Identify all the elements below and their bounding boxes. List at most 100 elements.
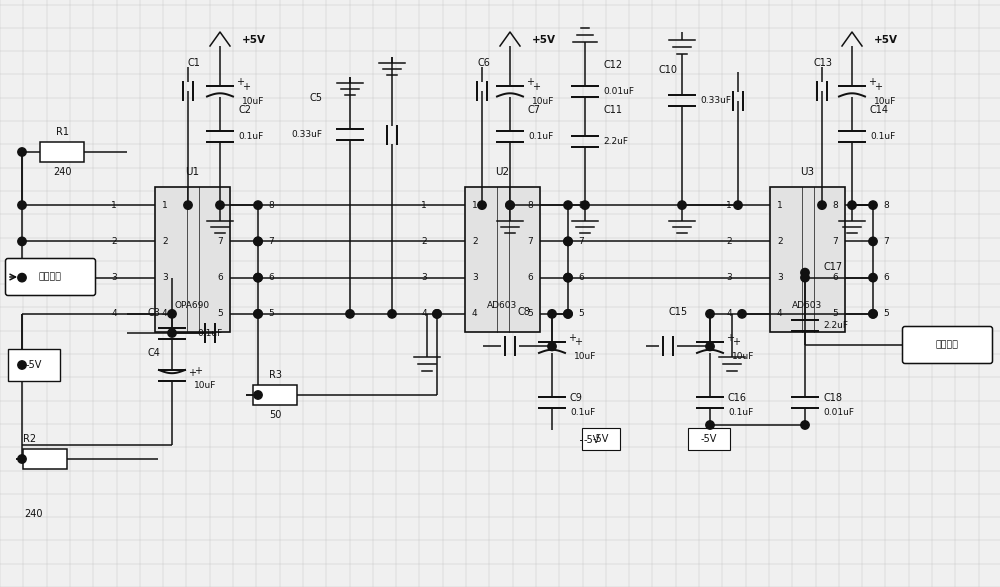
Text: 10uF: 10uF (874, 96, 896, 106)
Circle shape (433, 310, 441, 318)
Text: 10uF: 10uF (194, 381, 216, 390)
Bar (8, 349, 60, 381)
Circle shape (168, 329, 176, 337)
Text: C1: C1 (187, 58, 200, 68)
Bar (155, 187, 230, 332)
Circle shape (801, 274, 809, 282)
Text: 6: 6 (217, 273, 223, 282)
Text: 2: 2 (421, 237, 427, 246)
Text: 4: 4 (726, 309, 732, 318)
Text: -5V: -5V (26, 360, 42, 370)
Text: 2.2uF: 2.2uF (823, 321, 848, 330)
Circle shape (678, 201, 686, 210)
Text: 4: 4 (162, 309, 168, 318)
Text: 5: 5 (578, 309, 584, 318)
Circle shape (506, 201, 514, 210)
Text: +: + (732, 338, 740, 348)
Text: -5V: -5V (584, 435, 600, 445)
Text: R1: R1 (56, 127, 69, 137)
Text: 6: 6 (578, 273, 584, 282)
Text: 3: 3 (421, 273, 427, 282)
Text: 5: 5 (832, 309, 838, 318)
Bar (582, 428, 620, 450)
Text: 240: 240 (24, 509, 42, 519)
Circle shape (254, 237, 262, 245)
Text: 0.01uF: 0.01uF (823, 407, 854, 417)
Text: 1: 1 (726, 201, 732, 210)
Text: 1: 1 (777, 201, 783, 210)
Circle shape (869, 237, 877, 245)
Text: 10uF: 10uF (732, 352, 754, 361)
Circle shape (564, 310, 572, 318)
Text: 5: 5 (268, 309, 274, 318)
Text: 2: 2 (111, 237, 117, 246)
Circle shape (254, 201, 262, 210)
Text: 10uF: 10uF (532, 96, 554, 106)
Circle shape (869, 201, 877, 210)
Text: 0.1uF: 0.1uF (238, 131, 263, 140)
Circle shape (18, 455, 26, 463)
Text: R2: R2 (23, 434, 37, 444)
Circle shape (818, 201, 826, 210)
Text: C5: C5 (309, 93, 322, 103)
Circle shape (706, 310, 714, 318)
Circle shape (216, 201, 224, 210)
Circle shape (433, 310, 441, 318)
Circle shape (254, 274, 262, 282)
Text: C7: C7 (528, 105, 541, 115)
FancyBboxPatch shape (6, 258, 96, 295)
Text: +: + (532, 82, 540, 92)
Text: 2: 2 (726, 237, 732, 246)
Text: +5V: +5V (532, 35, 556, 45)
Text: 7: 7 (578, 237, 584, 246)
Text: C15: C15 (669, 307, 688, 317)
Text: 3: 3 (726, 273, 732, 282)
Circle shape (18, 361, 26, 369)
Text: 0.1uF: 0.1uF (570, 407, 595, 417)
Circle shape (548, 342, 556, 350)
Circle shape (254, 237, 262, 245)
Circle shape (706, 421, 714, 429)
Text: 5: 5 (883, 309, 889, 318)
Text: 1: 1 (111, 201, 117, 210)
Circle shape (869, 310, 877, 318)
Bar (688, 428, 730, 450)
Text: 3: 3 (111, 273, 117, 282)
Text: 7: 7 (217, 237, 223, 246)
Circle shape (564, 201, 572, 210)
Text: OPA690: OPA690 (175, 301, 210, 310)
Text: 240: 240 (53, 167, 71, 177)
Text: 0.1uF: 0.1uF (197, 329, 222, 338)
Text: 3: 3 (162, 273, 168, 282)
Circle shape (564, 237, 572, 245)
Text: C8: C8 (517, 307, 530, 317)
Text: 3: 3 (777, 273, 783, 282)
Circle shape (564, 274, 572, 282)
Circle shape (388, 310, 396, 318)
Text: C9: C9 (570, 393, 583, 403)
Circle shape (564, 274, 572, 282)
Circle shape (18, 237, 26, 245)
Text: C11: C11 (603, 105, 622, 115)
Text: 3: 3 (472, 273, 478, 282)
Text: -5V: -5V (593, 434, 609, 444)
Circle shape (254, 310, 262, 318)
Text: +: + (568, 333, 576, 343)
Text: 6: 6 (527, 273, 533, 282)
Text: 0.01uF: 0.01uF (603, 86, 634, 96)
Text: 5: 5 (217, 309, 223, 318)
Text: +: + (188, 368, 196, 378)
Text: +: + (868, 76, 876, 86)
Text: C6: C6 (477, 58, 490, 68)
Text: 0.1uF: 0.1uF (728, 407, 753, 417)
Circle shape (801, 421, 809, 429)
Circle shape (848, 201, 856, 210)
Text: 輸入信號: 輸入信號 (39, 272, 62, 282)
Text: 0.33uF: 0.33uF (700, 96, 731, 105)
Text: 0.1uF: 0.1uF (870, 131, 895, 140)
Circle shape (346, 310, 354, 318)
Circle shape (184, 201, 192, 210)
Text: 4: 4 (777, 309, 783, 318)
Circle shape (734, 201, 742, 210)
Text: +5V: +5V (242, 35, 266, 45)
